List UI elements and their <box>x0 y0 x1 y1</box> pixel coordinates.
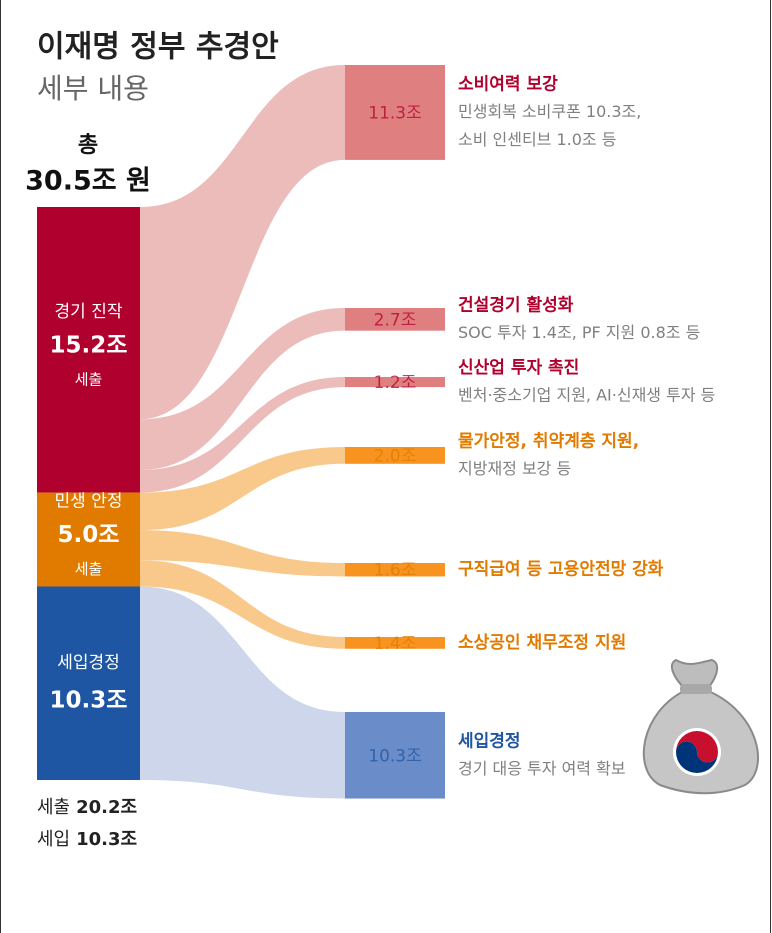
source-name: 민생 안정 <box>55 492 123 512</box>
target-node <box>345 308 445 331</box>
total-prefix: 총 <box>78 133 98 158</box>
target-value: 2.7조 <box>374 310 417 330</box>
source-value: 5.0조 <box>58 522 120 548</box>
source-note: 세출 <box>75 370 103 388</box>
source-value: 15.2조 <box>50 332 128 358</box>
target-node <box>345 447 445 464</box>
target-value: 10.3조 <box>368 746 422 766</box>
flow-link <box>140 377 345 493</box>
target-title: 신산업 투자 촉진 <box>458 358 579 378</box>
footer-amount: 20.2조 <box>76 797 137 818</box>
target-value: 11.3조 <box>368 103 422 123</box>
flow-link <box>140 586 345 799</box>
target-description: 경기 대응 투자 여력 확보 <box>458 759 626 778</box>
total-column <box>37 207 140 780</box>
footer-name: 세출 <box>37 797 70 818</box>
target-node <box>345 377 445 388</box>
flow-link <box>140 560 345 649</box>
target-description: SOC 투자 1.4조, PF 지원 0.8조 등 <box>458 323 700 342</box>
target-title: 물가안정, 취약계층 지원, <box>458 430 639 451</box>
target-node <box>345 65 445 160</box>
source-note: 세출 <box>75 560 103 578</box>
source-value: 10.3조 <box>50 688 128 714</box>
total-label: 30.5조 원 <box>25 166 151 197</box>
source-node <box>37 586 140 780</box>
target-title: 구직급여 등 고용안전망 강화 <box>458 560 664 580</box>
target-value: 1.2조 <box>374 373 417 393</box>
target-title: 세입경정 <box>458 731 521 751</box>
target-value: 1.4조 <box>374 634 417 654</box>
target-value: 1.6조 <box>374 561 417 581</box>
links <box>140 65 345 799</box>
target-description: 지방재정 보강 등 <box>458 459 571 478</box>
flow-link <box>140 530 345 577</box>
source-name: 경기 진작 <box>55 302 123 322</box>
source-node <box>37 492 140 587</box>
target-value: 2.0조 <box>374 446 417 466</box>
chart-subtitle: 세부 내용 <box>37 72 149 105</box>
flow-link <box>140 447 345 531</box>
target-title: 소상공인 채무조정 지원 <box>458 633 626 653</box>
nodes <box>37 65 445 799</box>
target-description: 벤처·중소기업 지원, AI·신재생 투자 등 <box>458 386 715 405</box>
source-name: 세입경정 <box>57 653 120 673</box>
flow-link <box>140 65 345 420</box>
footer-name: 세입 <box>37 829 70 850</box>
target-node <box>345 563 445 577</box>
target-title: 건설경기 활성화 <box>458 294 574 315</box>
target-node <box>345 637 445 649</box>
target-node <box>345 712 445 799</box>
target-description: 민생회복 소비쿠폰 10.3조, <box>458 102 641 121</box>
chart-title: 이재명 정부 추경안 <box>37 30 279 65</box>
flow-link <box>140 308 345 471</box>
footer-amount: 10.3조 <box>76 829 137 850</box>
footer-line: 세입 10.3조 <box>37 829 137 850</box>
source-node <box>37 207 140 493</box>
target-description: 소비 인센티브 1.0조 등 <box>458 130 616 149</box>
target-title: 소비여력 보강 <box>458 74 558 94</box>
money-bag-icon <box>642 658 759 795</box>
footer-line: 세출 20.2조 <box>37 797 137 818</box>
